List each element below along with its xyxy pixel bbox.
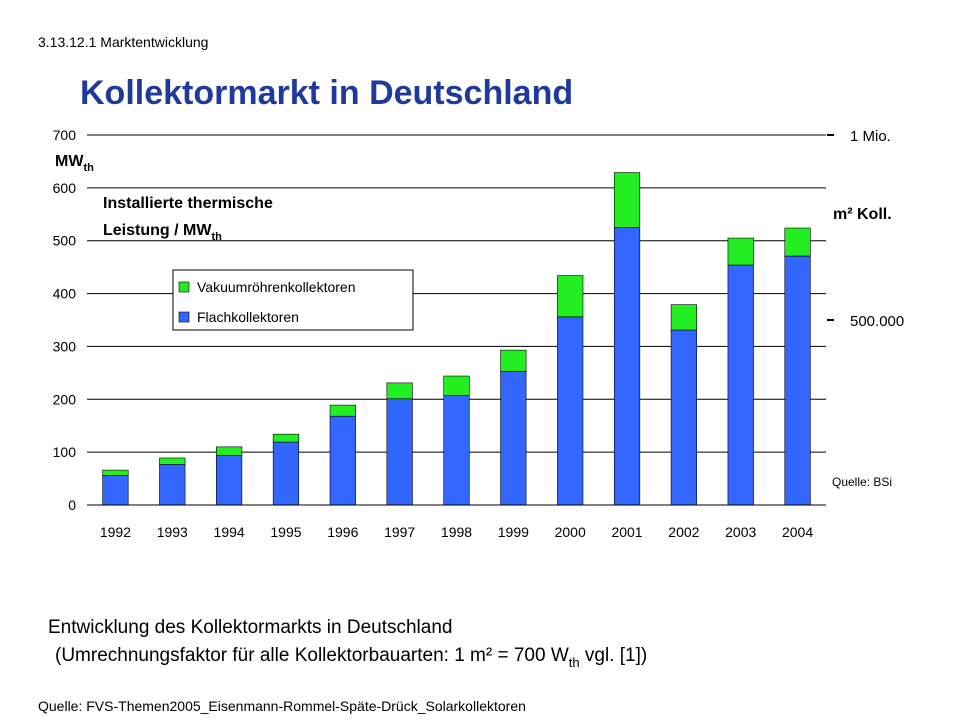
bar-segment [102, 469, 129, 476]
y-axis-label-main: MW [55, 153, 84, 170]
x-tick-label: 2001 [611, 524, 642, 540]
caption-text: vgl. [1]) [580, 645, 648, 666]
bar-segment [500, 370, 527, 506]
x-tick-label: 2000 [555, 524, 586, 540]
legend-box [172, 269, 414, 331]
footer: Quelle: FVS-Themen2005_Eisenmann-Rommel-… [38, 698, 526, 714]
y-tick-label: 600 [53, 180, 77, 196]
caption-line: Entwicklung des Kollektormarkts in Deuts… [48, 617, 452, 638]
y-tick-label: 400 [53, 286, 77, 302]
bar-segment [216, 455, 243, 506]
x-tick-label: 1999 [498, 524, 529, 540]
annotation-sub: th [211, 231, 222, 243]
x-tick-label: 2002 [668, 524, 699, 540]
legend-label: Flachkollektoren [197, 309, 299, 325]
bar-segment [443, 375, 470, 396]
chart-source: Quelle: BSi [832, 475, 892, 489]
annotation: Leistung / MWth [103, 222, 222, 243]
bar-segment [727, 264, 754, 506]
y-axis-label: MWth [55, 153, 94, 174]
bar-segment [272, 433, 300, 443]
x-tick-label: 1994 [214, 524, 245, 540]
x-tick-label: 2004 [782, 524, 813, 540]
bar-segment [784, 255, 811, 506]
y-tick-label: 300 [53, 338, 77, 354]
bar-segment [329, 404, 356, 417]
y2-tick-label: 500.000 [850, 313, 904, 330]
x-tick-label: 1995 [270, 524, 301, 540]
bar-segment [670, 329, 697, 506]
bar-segment [557, 316, 584, 506]
bar-segment [727, 237, 754, 266]
caption-line: (Umrechnungsfaktor für alle Kollektorbau… [55, 645, 647, 670]
x-tick-label: 1996 [327, 524, 358, 540]
bar-segment [102, 475, 129, 506]
y-axis-label-sub: th [83, 162, 94, 174]
bar-segment [159, 457, 186, 465]
legend-label: Vakuumröhrenkollektoren [197, 279, 356, 295]
y-tick-label: 500 [53, 233, 77, 249]
bar-segment [557, 275, 584, 318]
bar-segment [670, 304, 697, 331]
chart-title: Kollektormarkt in Deutschland [80, 74, 573, 112]
bar-segment [329, 415, 356, 506]
header: 3.13.12.1 Marktentwicklung [38, 34, 208, 50]
x-tick-label: 1993 [157, 524, 188, 540]
x-tick-label: 1992 [100, 524, 131, 540]
bar-segment [159, 463, 186, 506]
y-tick-label: 200 [53, 391, 77, 407]
bar-segment [386, 382, 413, 400]
y2-tick-label: 1 Mio. [850, 128, 891, 145]
x-tick-label: 1997 [384, 524, 415, 540]
bar-segment [613, 172, 641, 228]
legend-swatch [178, 311, 190, 323]
caption-text: (Umrechnungsfaktor für alle Kollektorbau… [55, 645, 569, 666]
y-tick-label: 100 [53, 444, 77, 460]
bar-segment [443, 395, 470, 506]
legend-swatch [178, 281, 190, 293]
y2-axis-label: m² Koll. [833, 206, 892, 223]
annotation-text: Leistung / MW [103, 222, 212, 239]
bar-segment [216, 446, 243, 456]
caption-sub: th [569, 655, 580, 670]
bar-segment [784, 227, 811, 257]
y-tick-label: 0 [68, 497, 76, 513]
y-tick-label: 700 [53, 127, 77, 143]
x-tick-label: 2003 [725, 524, 756, 540]
bar-segment [500, 349, 527, 372]
bar-segment [613, 227, 641, 506]
x-tick-label: 1998 [441, 524, 472, 540]
bar-segment [386, 398, 413, 506]
annotation: Installierte thermische [103, 195, 273, 212]
bar-segment [272, 441, 300, 506]
